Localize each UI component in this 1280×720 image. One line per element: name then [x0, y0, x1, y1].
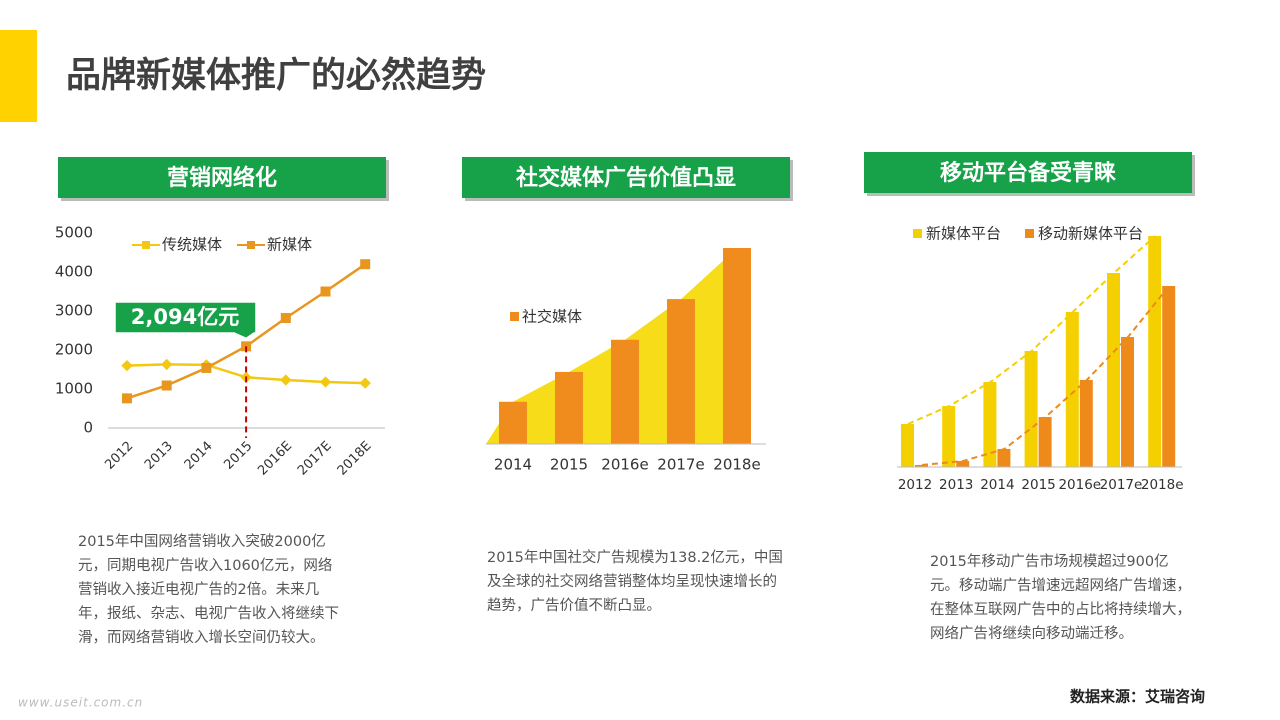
bar: [555, 371, 583, 444]
y-tick-label: 2000: [55, 341, 93, 359]
bar: [1038, 417, 1052, 467]
chart-title: 社交媒体广告价值凸显: [516, 165, 736, 191]
trend-line: [907, 235, 1156, 425]
bar: [1121, 337, 1134, 467]
header: [58, 157, 386, 198]
marker: [360, 259, 371, 270]
bar: [499, 401, 527, 444]
description: 2015年中国社交广告规模为138.2亿元，中国及全球的社交网络营销整体均呈现快…: [487, 550, 783, 614]
x-tick-label: 2018e: [1141, 477, 1184, 493]
x-tick-label: 2016e: [601, 456, 648, 474]
bar: [983, 382, 997, 467]
legend-marker: [913, 229, 922, 238]
chart-title: 移动平台备受青睐: [940, 160, 1116, 186]
source: 数据来源：艾瑞咨询: [1070, 688, 1205, 706]
legend-label: 传统媒体: [162, 236, 222, 254]
header: [864, 152, 1192, 193]
annotation: 2,094亿元: [131, 305, 239, 329]
legend-label: 社交媒体: [522, 308, 582, 326]
bar: [1107, 273, 1120, 467]
bar: [1065, 312, 1079, 467]
marker: [280, 313, 291, 324]
marker: [121, 359, 133, 372]
x-tick-label: 2012: [102, 439, 136, 473]
marker: [359, 377, 371, 389]
trend-line: [921, 285, 1170, 466]
marker: [319, 376, 332, 388]
x-tick-label: 2018e: [713, 456, 760, 474]
marker: [320, 286, 331, 297]
legend-label: 移动新媒体平台: [1038, 225, 1143, 243]
bar: [901, 424, 914, 467]
bar: [667, 299, 695, 444]
x-tick-label: 2017e: [1100, 477, 1143, 493]
x-tick-label: 2014: [182, 439, 216, 473]
bar: [915, 465, 928, 467]
y-tick-label: 0: [83, 419, 93, 437]
x-tick-label: 2014: [494, 456, 532, 474]
legend-marker: [142, 241, 150, 249]
legend-label: 新媒体平台: [926, 225, 1001, 243]
watermark: www.useit.com.cn: [18, 696, 143, 710]
bar: [611, 339, 639, 444]
legend-marker: [247, 241, 255, 249]
y-tick-label: 1000: [55, 380, 93, 398]
bar: [956, 461, 970, 467]
slide-title: 品牌新媒体推广的必然趋势: [66, 55, 486, 96]
y-tick-label: 5000: [55, 224, 93, 242]
x-tick-label: 2017E: [295, 439, 335, 479]
x-tick-label: 2013: [939, 477, 973, 493]
legend-label: 新媒体: [267, 236, 312, 254]
bar: [1148, 236, 1162, 467]
y-tick-label: 3000: [55, 302, 93, 320]
callout: [114, 301, 257, 340]
bar: [997, 449, 1011, 467]
x-tick-label: 2013: [142, 439, 176, 473]
marker: [201, 362, 212, 373]
chart-title: 营销网络化: [167, 165, 277, 191]
bar: [1024, 351, 1038, 467]
x-tick-label: 2016e: [1058, 477, 1101, 493]
bar: [723, 248, 751, 444]
legend-marker: [1025, 229, 1034, 238]
y-tick-label: 4000: [55, 263, 93, 281]
x-tick-label: 2014: [980, 477, 1014, 493]
accent-bar: [0, 30, 37, 122]
x-tick-label: 2012: [898, 477, 932, 493]
description: 2015年移动广告市场规模超过900亿元。移动端广告增速远超网络广告增速，在整体…: [930, 554, 1191, 642]
x-tick-label: 2018E: [335, 439, 375, 479]
marker: [161, 380, 172, 391]
marker: [122, 393, 132, 404]
x-tick-label: 2015: [550, 456, 588, 474]
legend-marker: [510, 312, 519, 321]
bar: [942, 406, 956, 467]
marker: [280, 374, 292, 386]
description: 2015年中国网络营销收入突破2000亿元，同期电视广告收入1060亿元，网络营…: [78, 534, 339, 646]
x-tick-label: 2016E: [255, 439, 295, 479]
bar: [1079, 380, 1093, 467]
marker: [161, 358, 173, 371]
x-tick-label: 2017e: [657, 456, 704, 474]
header: [462, 157, 790, 198]
x-tick-label: 2015: [1021, 477, 1055, 493]
bar: [1162, 286, 1176, 467]
x-tick-label: 2015: [221, 439, 255, 473]
